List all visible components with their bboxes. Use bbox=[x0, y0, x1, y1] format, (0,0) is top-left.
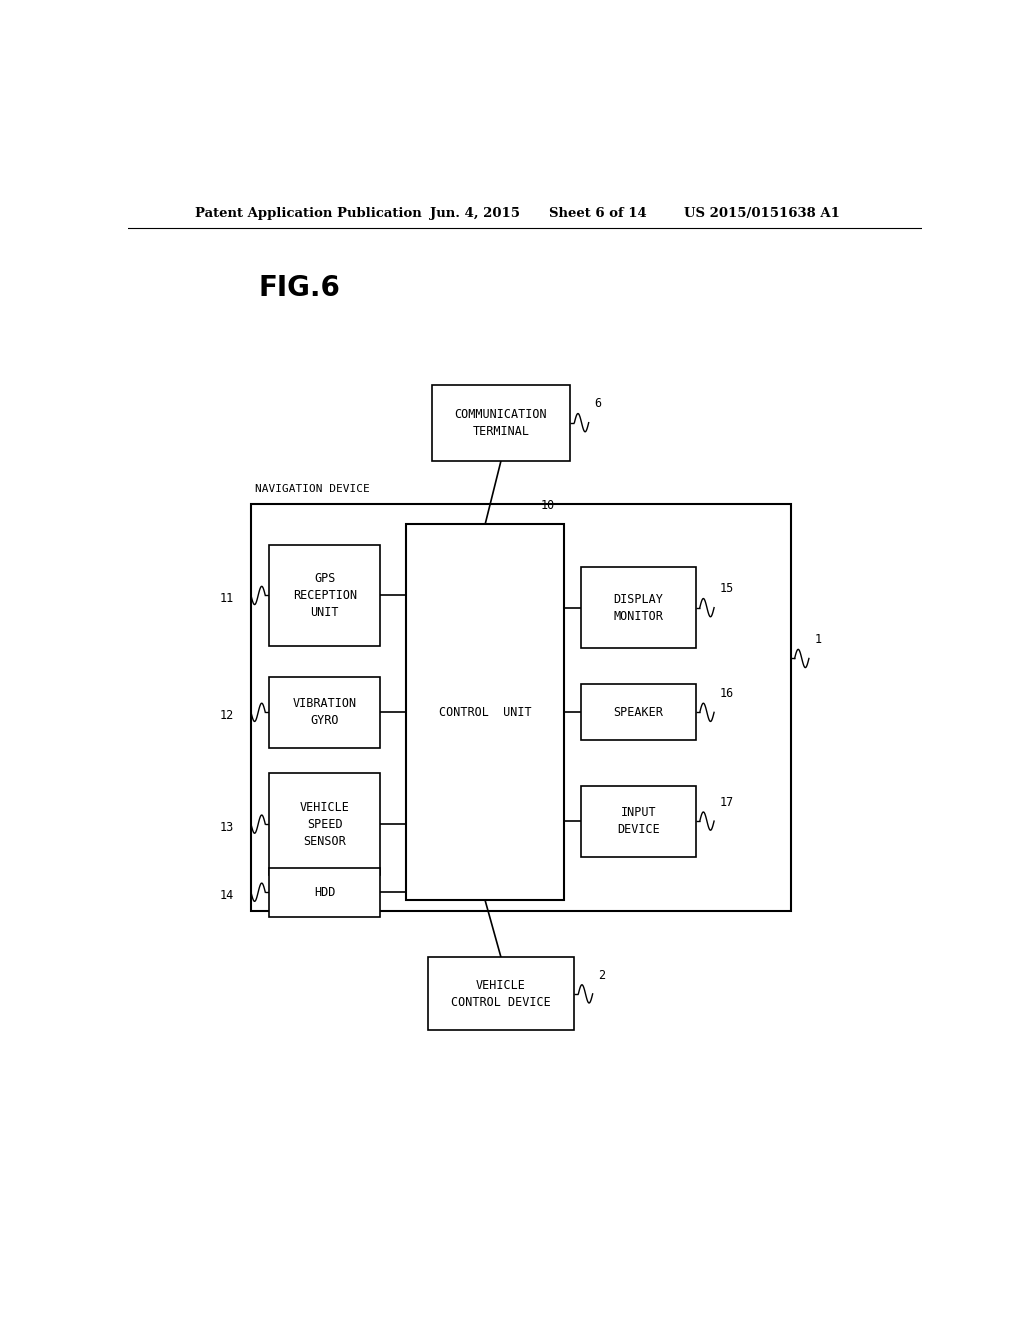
Text: HDD: HDD bbox=[314, 886, 336, 899]
Text: GPS
RECEPTION
UNIT: GPS RECEPTION UNIT bbox=[293, 572, 357, 619]
Text: 11: 11 bbox=[219, 591, 233, 605]
Text: VIBRATION
GYRO: VIBRATION GYRO bbox=[293, 697, 357, 727]
Text: CONTROL  UNIT: CONTROL UNIT bbox=[439, 706, 531, 719]
Text: 16: 16 bbox=[720, 688, 734, 700]
Bar bbox=[581, 785, 696, 857]
Bar bbox=[269, 677, 380, 748]
Bar bbox=[406, 524, 564, 900]
Bar bbox=[581, 568, 696, 648]
Text: 2: 2 bbox=[598, 969, 605, 982]
Text: FIG.6: FIG.6 bbox=[259, 275, 341, 302]
Text: NAVIGATION DEVICE: NAVIGATION DEVICE bbox=[255, 484, 370, 494]
Text: 13: 13 bbox=[219, 821, 233, 834]
Text: COMMUNICATION
TERMINAL: COMMUNICATION TERMINAL bbox=[455, 408, 547, 438]
Bar bbox=[581, 684, 696, 741]
Text: VEHICLE
SPEED
SENSOR: VEHICLE SPEED SENSOR bbox=[300, 801, 350, 847]
Text: 6: 6 bbox=[594, 397, 601, 411]
Text: SPEAKER: SPEAKER bbox=[613, 706, 664, 719]
Text: DISPLAY
MONITOR: DISPLAY MONITOR bbox=[613, 593, 664, 623]
Text: 17: 17 bbox=[720, 796, 734, 809]
Text: 15: 15 bbox=[720, 582, 734, 595]
Text: 10: 10 bbox=[541, 499, 555, 512]
Text: 1: 1 bbox=[814, 634, 821, 647]
Text: Sheet 6 of 14: Sheet 6 of 14 bbox=[549, 207, 646, 220]
Text: VEHICLE
CONTROL DEVICE: VEHICLE CONTROL DEVICE bbox=[452, 979, 551, 1008]
Bar bbox=[428, 957, 574, 1031]
Bar bbox=[269, 774, 380, 875]
Bar bbox=[269, 545, 380, 647]
Text: Patent Application Publication: Patent Application Publication bbox=[196, 207, 422, 220]
Text: US 2015/0151638 A1: US 2015/0151638 A1 bbox=[684, 207, 840, 220]
Text: 14: 14 bbox=[219, 888, 233, 902]
Bar bbox=[431, 384, 570, 461]
Bar bbox=[251, 504, 791, 911]
Text: 12: 12 bbox=[219, 709, 233, 722]
Bar bbox=[269, 867, 380, 916]
Text: Jun. 4, 2015: Jun. 4, 2015 bbox=[430, 207, 519, 220]
Text: INPUT
DEVICE: INPUT DEVICE bbox=[616, 807, 659, 836]
